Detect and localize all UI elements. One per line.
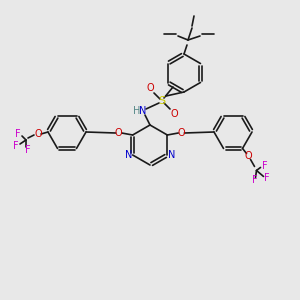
- Text: N: N: [125, 150, 132, 160]
- Text: F: F: [25, 145, 31, 155]
- Text: O: O: [115, 128, 122, 138]
- Text: N: N: [168, 150, 175, 160]
- Text: F: F: [252, 176, 257, 185]
- Text: O: O: [170, 109, 178, 119]
- Text: F: F: [262, 161, 267, 172]
- Text: O: O: [34, 129, 42, 139]
- Text: O: O: [146, 83, 154, 93]
- Text: S: S: [158, 96, 166, 106]
- Text: F: F: [13, 141, 19, 151]
- Text: O: O: [245, 152, 252, 161]
- Text: N: N: [139, 106, 147, 116]
- Text: F: F: [264, 173, 269, 184]
- Text: F: F: [15, 129, 21, 139]
- Text: O: O: [178, 128, 185, 138]
- Text: H: H: [133, 106, 141, 116]
